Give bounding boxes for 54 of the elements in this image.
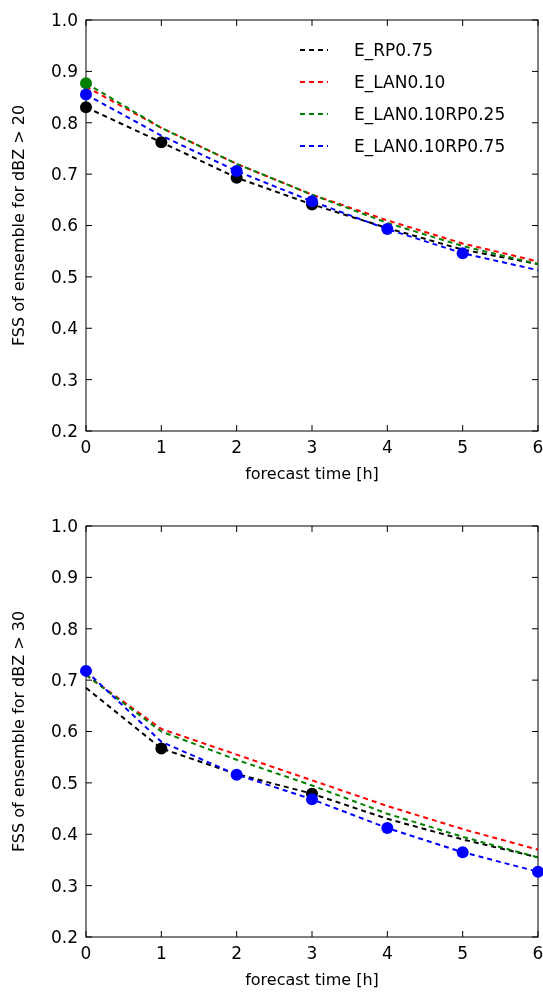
x-tick-label: 4 <box>381 943 393 963</box>
x-tick-label: 5 <box>457 437 469 457</box>
point <box>80 101 92 114</box>
x-tick-label: 3 <box>306 943 318 963</box>
y-tick-label: 0.8 <box>50 112 78 133</box>
legend-label: E_LAN0.10RP0.25 <box>354 103 506 125</box>
y-tick-label: 0.7 <box>50 670 78 691</box>
y-tick-label: 0.5 <box>50 772 78 793</box>
point <box>381 223 394 236</box>
point <box>381 822 394 835</box>
point <box>230 768 243 781</box>
x-tick-label: 6 <box>532 943 543 963</box>
x-tick-label: 2 <box>231 437 243 457</box>
y-tick-label: 0.9 <box>50 567 78 588</box>
point <box>155 136 168 149</box>
legend-label: E_LAN0.10RP0.75 <box>354 135 506 157</box>
point <box>456 846 469 859</box>
y-tick-label: 0.2 <box>50 420 78 441</box>
x-tick-label: 1 <box>155 437 167 457</box>
point <box>306 793 318 806</box>
legend-label: E_LAN0.10 <box>354 71 446 93</box>
y-tick-label: 1.0 <box>50 9 78 30</box>
y-tick-label: 1.0 <box>50 515 78 536</box>
point <box>456 247 469 260</box>
x-tick-label: 6 <box>532 437 543 457</box>
x-tick-label: 1 <box>155 943 167 963</box>
x-tick-label: 4 <box>381 437 393 457</box>
y-tick-label: 0.8 <box>50 618 78 639</box>
point <box>80 77 92 90</box>
y-tick-label: 0.3 <box>50 369 78 390</box>
point <box>80 88 92 101</box>
y-axis-title: FSS of ensemble for dBZ > 20 <box>9 104 28 347</box>
x-tick-label: 3 <box>306 437 318 457</box>
x-tick-label: 0 <box>80 943 92 963</box>
y-axis-title: FSS of ensemble for dBZ > 30 <box>9 610 28 853</box>
y-tick-label: 0.6 <box>50 721 78 742</box>
y-tick-label: 0.5 <box>50 266 78 287</box>
x-axis-title: forecast time [h] <box>245 970 379 989</box>
y-tick-label: 0.6 <box>50 215 78 236</box>
point <box>80 664 92 677</box>
y-tick-label: 0.7 <box>50 164 78 185</box>
x-tick-label: 2 <box>231 943 243 963</box>
x-axis-title: forecast time [h] <box>245 464 379 483</box>
x-tick-label: 5 <box>457 943 469 963</box>
y-tick-label: 0.4 <box>50 318 78 339</box>
y-tick-label: 0.4 <box>50 824 78 845</box>
point <box>155 742 168 755</box>
legend-label: E_RP0.75 <box>354 39 434 61</box>
point <box>230 165 243 178</box>
x-tick-label: 0 <box>80 437 92 457</box>
y-tick-label: 0.2 <box>50 926 78 947</box>
point <box>532 865 543 878</box>
y-tick-label: 0.9 <box>50 61 78 82</box>
y-tick-label: 0.3 <box>50 875 78 896</box>
